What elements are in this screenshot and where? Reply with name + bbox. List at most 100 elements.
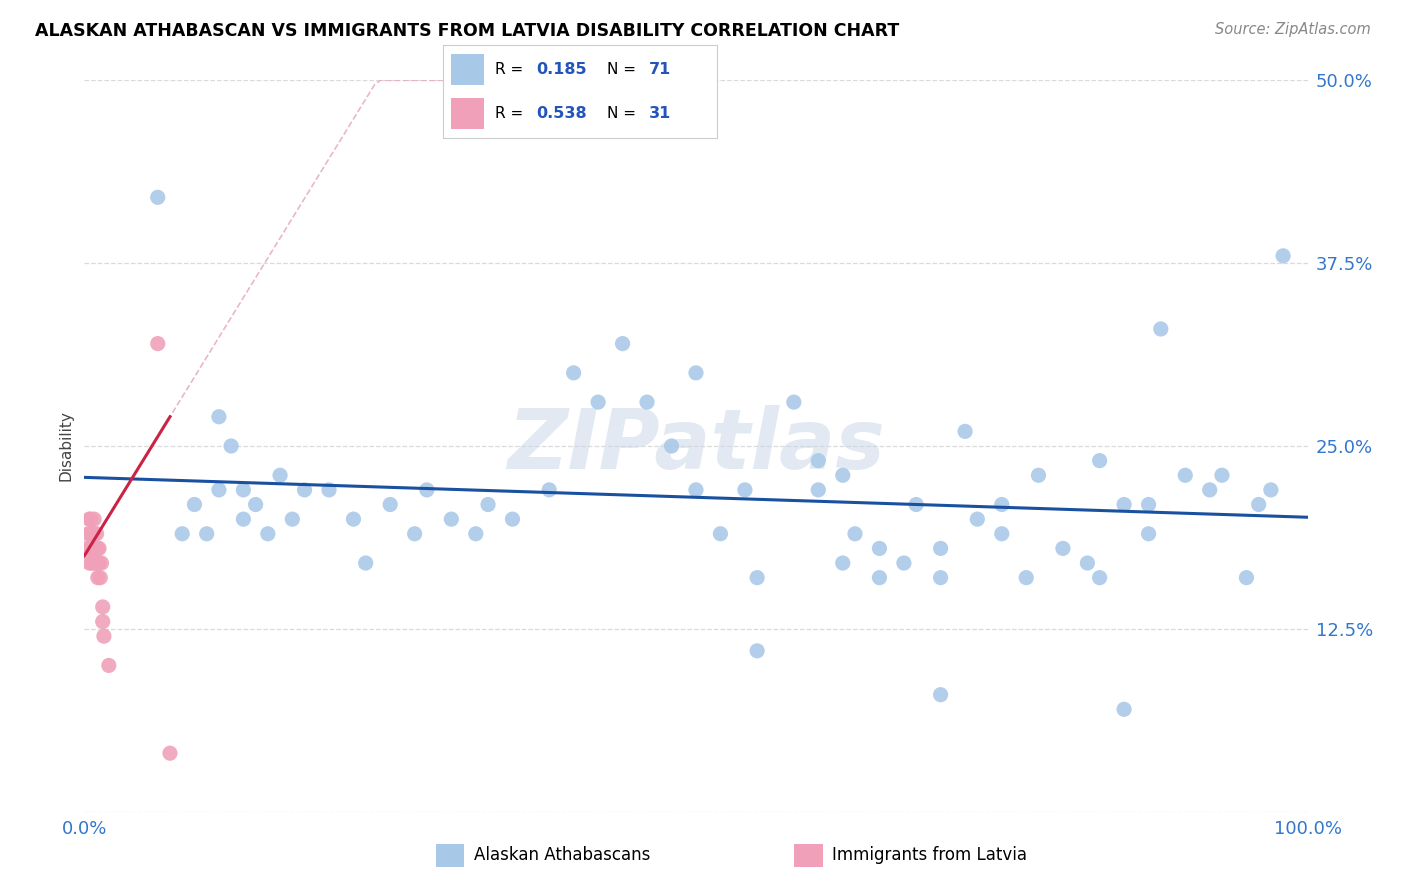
Point bbox=[354, 556, 377, 570]
Point bbox=[146, 336, 169, 351]
Point bbox=[77, 526, 100, 541]
Point bbox=[929, 541, 952, 556]
Point bbox=[1150, 322, 1173, 336]
Point bbox=[1260, 483, 1282, 497]
Point bbox=[87, 556, 110, 570]
Point bbox=[1247, 498, 1270, 512]
Point bbox=[416, 483, 439, 497]
Point bbox=[440, 512, 463, 526]
Point bbox=[80, 556, 103, 570]
Point bbox=[172, 526, 194, 541]
Point bbox=[869, 541, 891, 556]
Text: R =: R = bbox=[495, 106, 529, 121]
Point bbox=[586, 395, 609, 409]
Point bbox=[1211, 468, 1233, 483]
Point bbox=[97, 658, 120, 673]
Point bbox=[146, 190, 169, 204]
Point bbox=[1272, 249, 1295, 263]
Point bbox=[318, 483, 340, 497]
Text: 0.185: 0.185 bbox=[536, 62, 586, 77]
Point bbox=[685, 483, 707, 497]
Text: ALASKAN ATHABASCAN VS IMMIGRANTS FROM LATVIA DISABILITY CORRELATION CHART: ALASKAN ATHABASCAN VS IMMIGRANTS FROM LA… bbox=[35, 22, 900, 40]
Point bbox=[159, 746, 181, 760]
Point bbox=[501, 512, 523, 526]
Point bbox=[232, 483, 254, 497]
Text: 71: 71 bbox=[648, 62, 671, 77]
Point bbox=[477, 498, 499, 512]
Point bbox=[84, 541, 107, 556]
Point bbox=[87, 541, 110, 556]
Text: Alaskan Athabascans: Alaskan Athabascans bbox=[474, 847, 650, 864]
Point bbox=[195, 526, 218, 541]
Point bbox=[245, 498, 267, 512]
Point bbox=[1137, 526, 1160, 541]
Point bbox=[636, 395, 658, 409]
Point bbox=[807, 453, 830, 467]
Point bbox=[257, 526, 280, 541]
Point bbox=[76, 541, 98, 556]
Point bbox=[1137, 498, 1160, 512]
Point bbox=[83, 541, 105, 556]
Text: N =: N = bbox=[607, 106, 641, 121]
Point bbox=[90, 556, 112, 570]
Text: Source: ZipAtlas.com: Source: ZipAtlas.com bbox=[1215, 22, 1371, 37]
Point bbox=[86, 556, 108, 570]
Point bbox=[86, 526, 108, 541]
Point bbox=[380, 498, 402, 512]
Point bbox=[661, 439, 683, 453]
Point bbox=[281, 512, 304, 526]
Point bbox=[83, 512, 105, 526]
Point bbox=[1174, 468, 1197, 483]
Point bbox=[966, 512, 988, 526]
Point bbox=[404, 526, 426, 541]
Point bbox=[929, 571, 952, 585]
Point bbox=[80, 541, 103, 556]
Point bbox=[219, 439, 242, 453]
Point bbox=[1052, 541, 1074, 556]
Point bbox=[831, 468, 853, 483]
FancyBboxPatch shape bbox=[451, 98, 484, 129]
Point bbox=[464, 526, 486, 541]
Point bbox=[831, 556, 853, 570]
Point bbox=[893, 556, 915, 570]
Point bbox=[79, 526, 101, 541]
Point bbox=[77, 512, 100, 526]
Point bbox=[1114, 498, 1136, 512]
Point bbox=[1234, 571, 1257, 585]
Point bbox=[1015, 571, 1038, 585]
Point bbox=[77, 556, 100, 570]
Point bbox=[929, 688, 952, 702]
Point bbox=[87, 541, 110, 556]
Point bbox=[783, 395, 806, 409]
Point bbox=[612, 336, 634, 351]
Point bbox=[1076, 556, 1098, 570]
Point bbox=[93, 629, 115, 643]
Point bbox=[91, 599, 114, 614]
Point bbox=[562, 366, 585, 380]
Point bbox=[1088, 453, 1111, 467]
Point bbox=[905, 498, 928, 512]
Point bbox=[342, 512, 364, 526]
Point bbox=[82, 526, 104, 541]
Point bbox=[869, 571, 891, 585]
Point bbox=[734, 483, 756, 497]
Text: ZIPatlas: ZIPatlas bbox=[508, 406, 884, 486]
Point bbox=[232, 512, 254, 526]
Point bbox=[294, 483, 316, 497]
Point bbox=[84, 556, 107, 570]
Y-axis label: Disability: Disability bbox=[58, 410, 73, 482]
Text: N =: N = bbox=[607, 62, 641, 77]
Point bbox=[79, 512, 101, 526]
Point bbox=[79, 541, 101, 556]
Point bbox=[747, 644, 769, 658]
Point bbox=[990, 526, 1012, 541]
Text: R =: R = bbox=[495, 62, 529, 77]
Point bbox=[208, 409, 231, 424]
Point bbox=[87, 571, 110, 585]
Point bbox=[990, 498, 1012, 512]
Point bbox=[1088, 571, 1111, 585]
Point bbox=[269, 468, 291, 483]
Point bbox=[709, 526, 731, 541]
Point bbox=[1028, 468, 1050, 483]
Point bbox=[1114, 702, 1136, 716]
